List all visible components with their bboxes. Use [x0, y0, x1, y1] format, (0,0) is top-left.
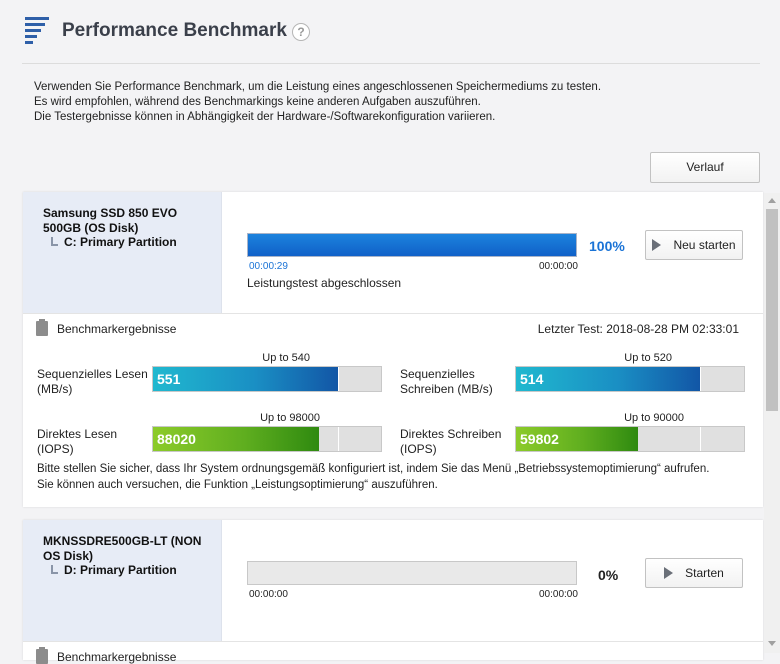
metric-bar: 551 [152, 366, 382, 392]
metric-value: 551 [157, 371, 181, 387]
metric-max: Up to 540 [262, 352, 310, 364]
header-divider [22, 63, 760, 64]
play-icon [664, 567, 674, 579]
metric-bar: 514 [515, 366, 745, 392]
disk-info-panel: MKNSSDRE500GB-LT (NON OS Disk) D: Primar… [23, 520, 222, 641]
metric-label-line: Direktes Schreiben [400, 427, 502, 441]
last-test-time: Letzter Test: 2018-08-28 PM 02:33:01 [537, 322, 739, 336]
metric-max-tick [699, 367, 701, 391]
progress-fill [248, 234, 576, 256]
partition-label: D: Primary Partition [51, 563, 177, 577]
benchmark-icon [25, 17, 49, 45]
metric-label-line: Sequenzielles Lesen [37, 367, 148, 381]
restart-button[interactable]: Neu starten [645, 230, 743, 260]
progress-percent: 0% [598, 567, 619, 583]
disk-card: MKNSSDRE500GB-LT (NON OS Disk) D: Primar… [23, 520, 763, 664]
metric-max-tick [337, 367, 339, 391]
divider [23, 313, 763, 314]
metric-max: Up to 98000 [260, 412, 320, 424]
recommendation-note: Bitte stellen Sie sicher, dass Ihr Syste… [37, 461, 709, 493]
metric-max-tick [337, 427, 339, 451]
description: Verwenden Sie Performance Benchmark, um … [34, 80, 601, 125]
partition-name: C: Primary Partition [64, 235, 177, 249]
scrollbar[interactable] [764, 193, 780, 653]
restart-button-label: Neu starten [673, 238, 736, 252]
disk-name: Samsung SSD 850 EVO 500GB (OS Disk) [43, 206, 178, 235]
metric-fill [516, 427, 638, 451]
results-label: Benchmarkergebnisse [57, 650, 177, 664]
description-line: Es wird empfohlen, während des Benchmark… [34, 96, 481, 108]
partition-name: D: Primary Partition [64, 563, 177, 577]
progress-percent: 100% [589, 238, 625, 254]
disk-card: Samsung SSD 850 EVO 500GB (OS Disk) C: P… [23, 192, 763, 507]
metric-bar: 88020 [152, 426, 382, 452]
metric-max: Up to 90000 [624, 412, 684, 424]
scroll-up-icon[interactable] [768, 198, 776, 203]
remaining-time: 00:00:00 [539, 261, 578, 272]
metric-label: Sequenzielles Lesen (MB/s) [37, 367, 148, 397]
metric-value: 59802 [520, 431, 559, 447]
metric-fill [516, 367, 700, 391]
results-label: Benchmarkergebnisse [57, 322, 177, 336]
page-title: Performance Benchmark [62, 20, 287, 41]
disk-name: MKNSSDRE500GB-LT (NON OS Disk) [43, 534, 202, 563]
note-line: Bitte stellen Sie sicher, dass Ihr Syste… [37, 463, 710, 475]
play-icon [652, 239, 662, 251]
progress-bar [247, 233, 577, 257]
history-button[interactable]: Verlauf [650, 152, 760, 183]
disk-info-panel: Samsung SSD 850 EVO 500GB (OS Disk) C: P… [23, 192, 222, 313]
divider [23, 641, 763, 642]
status-text: Leistungstest abgeschlossen [247, 276, 402, 290]
metric-max: Up to 520 [624, 352, 672, 364]
partition-label: C: Primary Partition [51, 235, 177, 249]
description-line: Die Testergebnisse können in Abhängigkei… [34, 111, 496, 123]
metric-label-line: Sequenzielles [400, 367, 475, 381]
metric-label-line: (MB/s) [37, 382, 73, 396]
note-line: Sie können auch versuchen, die Funktion … [37, 479, 438, 491]
tree-connector-icon [51, 237, 58, 246]
remaining-time: 00:00:00 [539, 589, 578, 600]
metric-label: Sequenzielles Schreiben (MB/s) [400, 367, 493, 397]
metric-value: 514 [520, 371, 544, 387]
metric-label-line: Schreiben (MB/s) [400, 382, 493, 396]
description-line: Verwenden Sie Performance Benchmark, um … [34, 81, 602, 93]
metric-value: 88020 [157, 431, 196, 447]
metric-label-line: (IOPS) [400, 442, 437, 456]
metric-fill [153, 367, 338, 391]
elapsed-time: 00:00:29 [249, 261, 288, 272]
help-icon[interactable]: ? [292, 23, 310, 41]
metric-max-tick [699, 427, 701, 451]
metric-fill [153, 427, 320, 451]
scroll-down-icon[interactable] [768, 641, 776, 646]
metric-label-line: Direktes Lesen [37, 427, 118, 441]
metric-bar: 59802 [515, 426, 745, 452]
header: Performance Benchmark ? [0, 0, 780, 63]
metric-label: Direktes Lesen (IOPS) [37, 427, 117, 457]
metric-label-line: (IOPS) [37, 442, 74, 456]
metric-label: Direktes Schreiben (IOPS) [400, 427, 501, 457]
clipboard-icon [36, 647, 48, 664]
progress-bar [247, 561, 577, 585]
elapsed-time: 00:00:00 [249, 589, 288, 600]
tree-connector-icon [51, 565, 58, 574]
scrollbar-thumb[interactable] [766, 209, 778, 411]
clipboard-icon [36, 319, 48, 336]
start-button-label: Starten [685, 566, 724, 580]
start-button[interactable]: Starten [645, 558, 743, 588]
